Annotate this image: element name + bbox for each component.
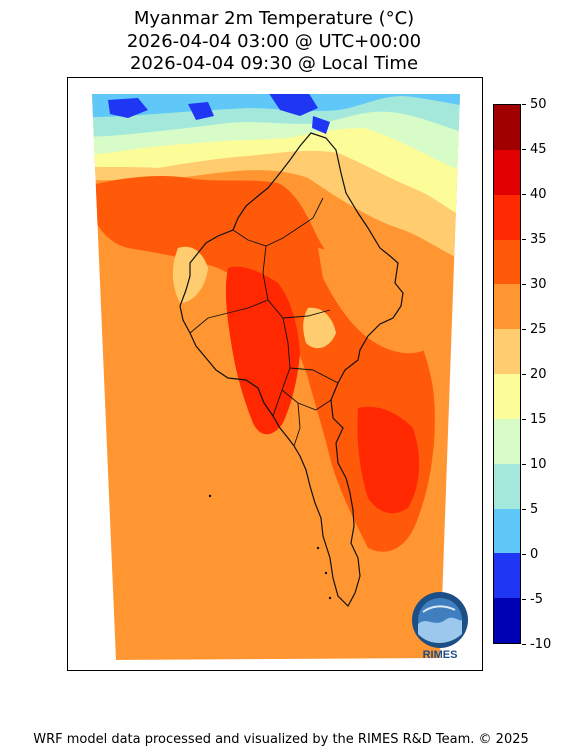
colorbar-bin	[494, 329, 520, 374]
colorbar-tick-label: 30	[530, 277, 547, 292]
colorbar-tick-label: 45	[530, 142, 547, 157]
island-b	[316, 546, 320, 550]
colorbar-tick-label: -5	[530, 592, 543, 607]
colorbar-tick	[522, 239, 526, 240]
island-c	[324, 571, 328, 575]
local-timestamp: 2026-04-04 09:30 @ Local Time	[129, 53, 419, 74]
colorbar-tick-label: 5	[530, 502, 539, 517]
field-30-35	[92, 175, 435, 552]
colorbar-bin	[494, 239, 520, 285]
colorbar-tick	[522, 374, 526, 375]
colorbar-bin	[494, 508, 520, 554]
colorbar-tick-label: 40	[530, 187, 547, 202]
footer-credit: WRF model data processed and visualized …	[33, 732, 529, 747]
colorbar-tick-label: 0	[530, 547, 539, 562]
colorbar-bin	[494, 194, 520, 240]
colorbar-bin	[494, 598, 520, 643]
colorbar-tick	[522, 644, 526, 645]
colorbar-bin	[494, 284, 520, 330]
colorbar-tick	[522, 329, 526, 330]
rimes-logo: RIMES	[412, 592, 468, 661]
field-25-30-east	[318, 248, 430, 354]
utc-timestamp: 2026-04-04 03:00 @ UTC+00:00	[126, 31, 422, 52]
colorbar-tick-label: 25	[530, 322, 547, 337]
field-20-25-shan	[303, 307, 336, 349]
colorbar-tick-label: 15	[530, 412, 547, 427]
island-d	[328, 596, 332, 600]
state-boundaries	[189, 197, 339, 447]
colorbar-bin	[494, 463, 520, 509]
colorbar-tick-label: 20	[530, 367, 547, 382]
colorbar-tick	[522, 509, 526, 510]
field-minus5-0-b	[188, 102, 214, 120]
colorbar-bin	[494, 418, 520, 464]
colorbar-bin	[494, 105, 520, 150]
colorbar-tick	[522, 419, 526, 420]
field-minus5-0-a	[108, 98, 148, 118]
colorbar-tick	[522, 284, 526, 285]
field-35-40-southeast	[357, 406, 420, 514]
colorbar-bin	[494, 149, 520, 195]
colorbar-tick-label: 10	[530, 457, 547, 472]
temperature-map	[92, 94, 460, 660]
colorbar-tick-label: 35	[530, 232, 547, 247]
myanmar-border	[179, 132, 404, 607]
map-title: Myanmar 2m Temperature (°C)	[133, 8, 415, 29]
colorbar-bin	[494, 374, 520, 419]
colorbar-tick	[522, 554, 526, 555]
colorbar-tick	[522, 194, 526, 195]
colorbar-tick	[522, 149, 526, 150]
colorbar-tick-label: -10	[530, 637, 552, 652]
colorbar	[493, 104, 521, 644]
colorbar-tick-label: 50	[530, 97, 547, 112]
logo-text: RIMES	[423, 649, 458, 661]
colorbar-tick	[522, 104, 526, 105]
map-frame	[67, 77, 483, 671]
island-a	[208, 494, 212, 498]
field-minus5-0-d	[312, 116, 330, 134]
colorbar-tick	[522, 599, 526, 600]
colorbar-tick	[522, 464, 526, 465]
field-minus5-0-c	[268, 94, 318, 116]
colorbar-bin	[494, 553, 520, 599]
